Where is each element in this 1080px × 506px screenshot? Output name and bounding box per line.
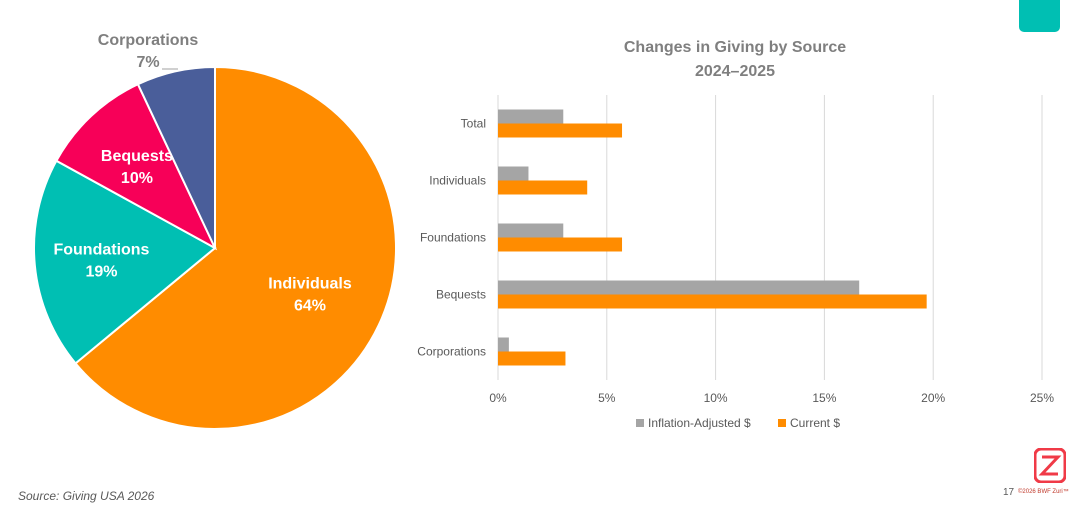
chart-subtitle: 2024–2025 bbox=[695, 63, 775, 80]
x-tick-label: 0% bbox=[489, 391, 507, 405]
x-tick-label: 5% bbox=[598, 391, 616, 405]
x-tick-label: 20% bbox=[921, 391, 945, 405]
x-tick-label: 25% bbox=[1030, 391, 1054, 405]
pie-value-individuals: 64% bbox=[294, 298, 326, 315]
bar-current-bequests bbox=[498, 294, 927, 309]
y-category-label: Total bbox=[461, 117, 486, 131]
legend-label-current: Current $ bbox=[790, 416, 840, 430]
legend-label-inflation-adjusted: Inflation-Adjusted $ bbox=[648, 416, 751, 430]
bar-current-foundations bbox=[498, 237, 623, 252]
page-number: 17 bbox=[1003, 487, 1015, 498]
legend-swatch-inflation-adjusted bbox=[636, 419, 644, 427]
y-category-label: Foundations bbox=[420, 231, 486, 245]
bar-current-individuals bbox=[498, 180, 588, 195]
pie-slice-corporations bbox=[136, 65, 216, 249]
bar-inflation-adjusted-bequests bbox=[498, 280, 860, 295]
bar-inflation-adjusted-corporations bbox=[498, 337, 509, 352]
y-category-label: Bequests bbox=[436, 288, 486, 302]
zuri-logo-icon bbox=[1034, 448, 1066, 483]
x-tick-label: 15% bbox=[812, 391, 836, 405]
pie-value-foundations: 19% bbox=[85, 264, 117, 281]
bar-inflation-adjusted-individuals bbox=[498, 166, 529, 181]
bar-chart: Changes in Giving by Source 2024–2025 0% 5%… bbox=[417, 39, 1054, 430]
chart-title: Changes in Giving by Source bbox=[624, 39, 846, 56]
bar-inflation-adjusted-total bbox=[498, 109, 564, 124]
legend-swatch-current bbox=[778, 419, 786, 427]
y-category-label: Individuals bbox=[429, 174, 486, 188]
pie-value-corporations: 7% bbox=[136, 54, 159, 71]
pie-label-corporations: Corporations bbox=[98, 32, 199, 49]
pie-label-individuals: Individuals bbox=[268, 276, 352, 293]
corner-accent-tab bbox=[1019, 0, 1060, 32]
copyright-note: ©2026 BWF Zuri™ bbox=[1018, 489, 1069, 495]
bar-inflation-adjusted-foundations bbox=[498, 223, 564, 238]
bar-current-total bbox=[498, 123, 623, 138]
bar-current-corporations bbox=[498, 351, 566, 366]
pie-label-foundations: Foundations bbox=[53, 242, 149, 259]
pie-label-bequests: Bequests bbox=[101, 148, 173, 165]
source-note: Source: Giving USA 2026 bbox=[18, 489, 155, 503]
y-category-label: Corporations bbox=[417, 345, 486, 359]
x-tick-label: 10% bbox=[704, 391, 728, 405]
pie-slice-bequests bbox=[55, 82, 218, 251]
pie-value-bequests: 10% bbox=[121, 170, 153, 187]
pie-chart: Individuals 64% Foundations 19% Bequests 10% C… bbox=[33, 32, 397, 430]
pie-slice-foundations bbox=[33, 159, 217, 365]
pie-slice-individuals bbox=[74, 65, 397, 430]
